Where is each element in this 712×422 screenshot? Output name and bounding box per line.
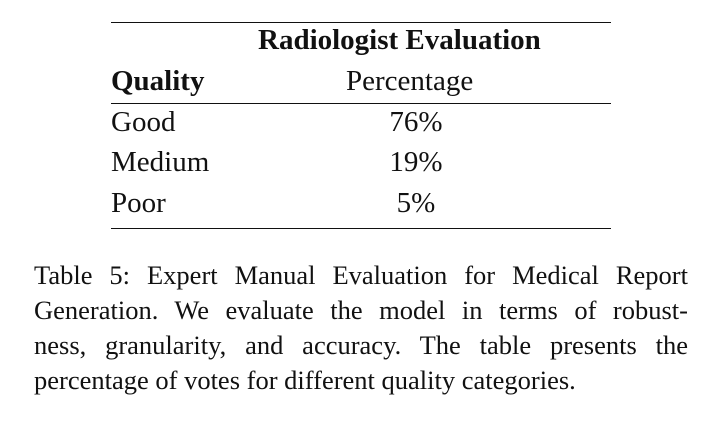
table-row: Medium 19%: [111, 146, 611, 186]
percentage-cell: 76%: [389, 106, 443, 138]
quality-cell: Medium: [111, 146, 210, 178]
group-header: Radiologist Evaluation: [258, 24, 541, 56]
caption-line: Table 5: Expert Manual Evaluation for Me…: [34, 260, 688, 290]
column-header-quality: Quality: [111, 65, 205, 97]
percentage-cell: 5%: [396, 187, 436, 219]
table-caption: Table 5: Expert Manual Evaluation for Me…: [34, 258, 688, 398]
caption-line: Generation. We evaluate the model in ter…: [34, 295, 688, 325]
table-bottom-rule: [111, 228, 611, 229]
quality-cell: Poor: [111, 187, 166, 219]
table-top-rule: [111, 22, 611, 23]
table-row: Good 76%: [111, 106, 611, 146]
percentage-cell: 19%: [389, 146, 443, 178]
caption-line: percentage of votes for different qualit…: [34, 365, 576, 395]
quality-cell: Good: [111, 106, 176, 138]
table-header-rule: [111, 103, 611, 104]
table-row: Poor 5%: [111, 187, 611, 227]
caption-line: ness, granularity, and accuracy. The tab…: [34, 330, 688, 360]
column-header-percentage: Percentage: [346, 65, 474, 97]
